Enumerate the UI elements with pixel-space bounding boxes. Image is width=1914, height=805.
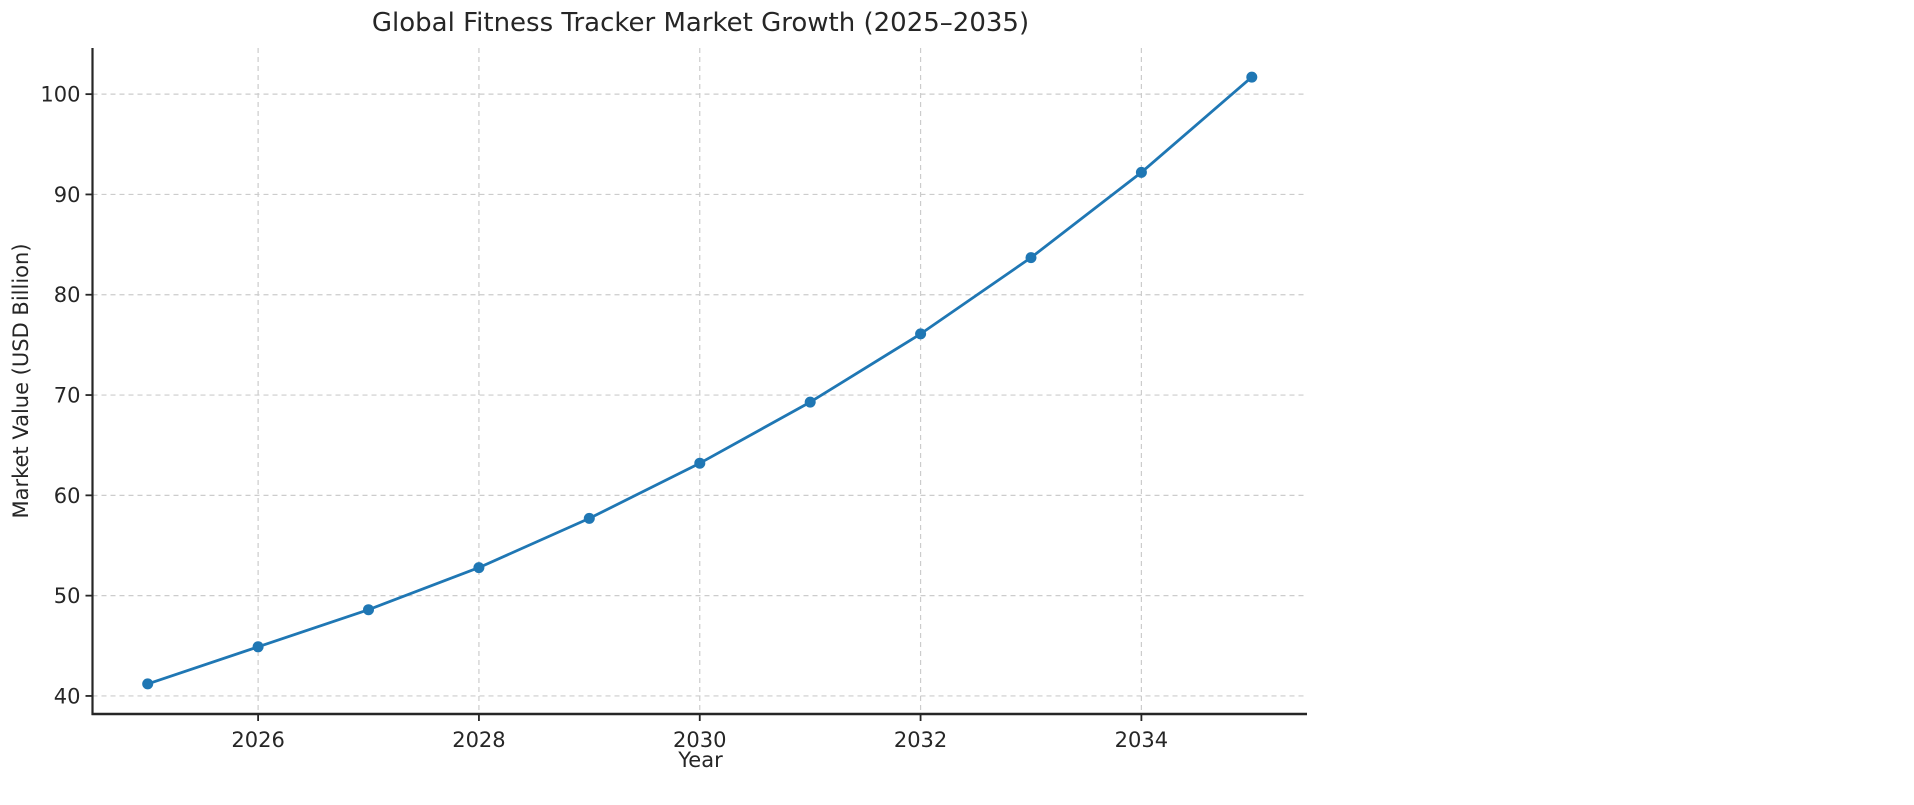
x-tick-label: 2032	[894, 728, 947, 752]
x-tick-label: 2030	[673, 728, 726, 752]
data-point-marker	[363, 604, 374, 616]
y-tick-label: 60	[54, 484, 81, 508]
x-tick-label: 2026	[231, 728, 284, 752]
y-tick-label: 100	[40, 83, 80, 107]
data-point-marker	[142, 678, 154, 690]
data-point-marker	[1135, 166, 1147, 178]
data-point-marker	[252, 641, 264, 653]
y-tick-label: 80	[54, 283, 81, 307]
data-point-marker	[473, 562, 485, 574]
data-point-marker	[804, 396, 816, 408]
x-tick-label: 2034	[1115, 728, 1168, 752]
y-tick-label: 70	[54, 384, 81, 408]
y-tick-label: 90	[54, 183, 81, 207]
y-tick-label: 50	[54, 584, 81, 608]
chart-title: Global Fitness Tracker Market Growth (20…	[371, 8, 1030, 38]
data-point-marker	[583, 512, 595, 524]
data-point-marker	[1246, 71, 1258, 83]
y-tick-label: 40	[54, 684, 81, 708]
y-axis-label: Market Value (USD Billion)	[9, 243, 33, 519]
data-point-marker	[915, 328, 927, 340]
x-axis-label: Year	[678, 748, 723, 772]
x-tick-label: 2028	[452, 728, 505, 752]
data-point-marker	[1025, 252, 1037, 264]
data-point-marker	[694, 457, 706, 469]
